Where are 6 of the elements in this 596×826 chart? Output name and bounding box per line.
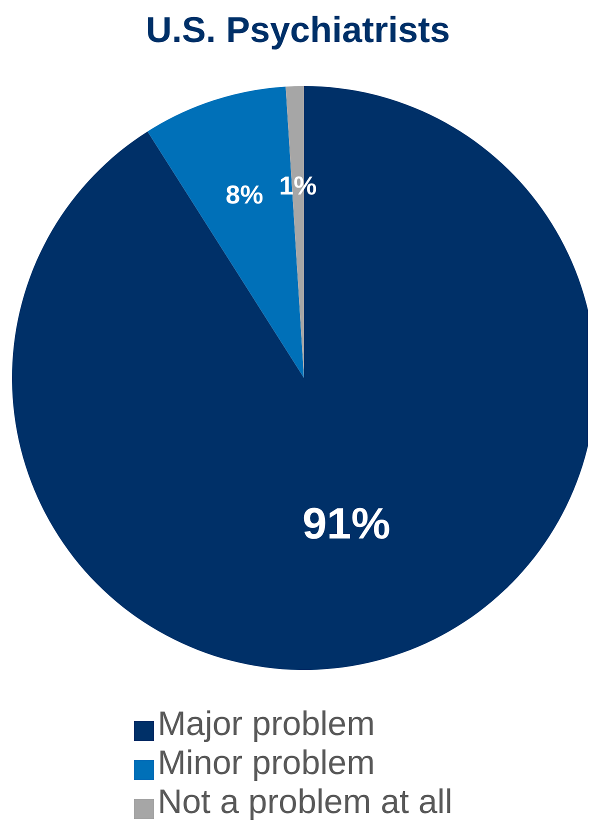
chart-title: U.S. Psychiatrists: [144, 8, 452, 52]
legend-label: Minor problem: [158, 744, 375, 782]
data-label: 8%: [226, 180, 264, 210]
legend-label: Major problem: [158, 705, 375, 743]
data-label: 91%: [302, 499, 390, 548]
legend-label: Not a problem at all: [158, 783, 452, 821]
